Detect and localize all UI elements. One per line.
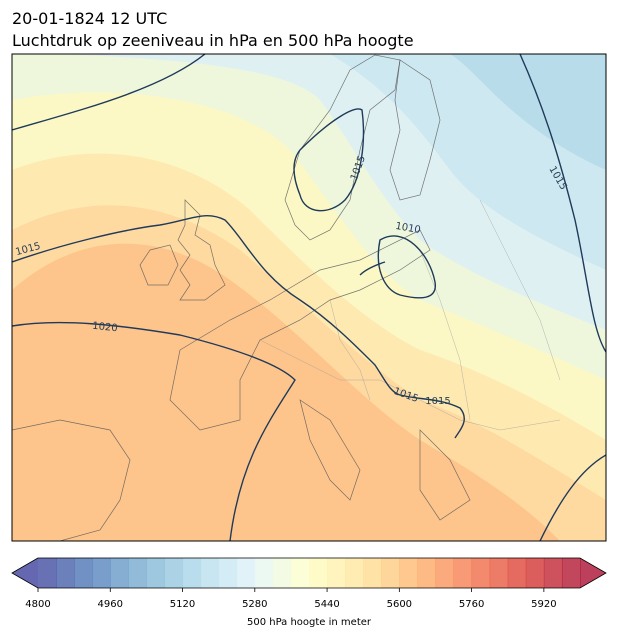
colorbar-band <box>56 558 75 588</box>
colorbar-tick-label: 5120 <box>170 599 195 610</box>
isobar <box>12 215 465 439</box>
isobar <box>539 454 606 541</box>
colorbar-tick-label: 5760 <box>459 599 484 610</box>
subtitle: Luchtdruk op zeeniveau in hPa en 500 hPa… <box>12 31 414 50</box>
colorbar-band <box>92 558 111 588</box>
coast-continent <box>169 229 431 431</box>
colorbar-tick-label: 5280 <box>242 599 267 610</box>
colorbar-band <box>417 558 436 588</box>
colorbar-band <box>309 558 328 588</box>
colorbar-band <box>254 558 274 588</box>
colorbar-band <box>327 558 346 588</box>
colorbar-band <box>381 558 400 588</box>
coastlines <box>12 54 471 541</box>
colorbar-band <box>290 558 310 588</box>
colorbar-band <box>543 558 563 588</box>
colorbar-tick-label: 5440 <box>314 599 339 610</box>
colorbar-tick-label: 4800 <box>25 599 50 610</box>
isobars <box>12 54 606 541</box>
colorbar-band <box>453 558 473 588</box>
isobar <box>12 321 296 541</box>
isobar-label: 1020 <box>92 321 118 335</box>
colorbar-band <box>525 558 545 588</box>
coast-scandinavia <box>284 54 401 241</box>
colorbar-band <box>200 558 220 588</box>
coast-ireland <box>139 244 179 286</box>
map: 1015 1015 1015 1010 1020 1015 1015 <box>12 54 606 541</box>
colorbar-band <box>128 558 147 588</box>
colorbar-band <box>182 558 202 588</box>
field-band <box>450 54 606 170</box>
colorbar-band <box>345 558 364 588</box>
isobar <box>377 235 436 299</box>
colorbar-extend-high <box>580 558 606 588</box>
colorbar-outline <box>11 557 607 589</box>
colorbar-band <box>561 558 581 588</box>
colorbar-band <box>471 558 491 588</box>
title: 20-01-1824 12 UTC <box>12 9 167 28</box>
colorbar-band <box>218 558 238 588</box>
colorbar-band <box>38 558 57 588</box>
colorbar-band <box>146 558 165 588</box>
coast-italy <box>299 399 361 501</box>
colorbar-band <box>363 558 382 588</box>
map-frame <box>11 53 607 542</box>
border <box>479 199 561 381</box>
colorbar-band <box>236 558 256 588</box>
colorbar-band <box>110 558 129 588</box>
colorbar: 4800 4960 5120 5280 5440 5600 5760 5920 <box>11 557 607 610</box>
isobar <box>12 54 206 131</box>
colorbar-band <box>507 558 527 588</box>
isobar <box>519 54 606 353</box>
colorbar-band <box>489 558 509 588</box>
coast-iberia <box>12 419 131 541</box>
colorbar-tick-label: 5600 <box>387 599 412 610</box>
borders <box>259 199 561 431</box>
colorbar-label: 500 hPa hoogte in meter <box>247 617 372 628</box>
coast-finland <box>389 59 441 201</box>
isobar <box>359 261 386 276</box>
colorbar-band <box>164 558 184 588</box>
border <box>329 299 371 401</box>
border <box>259 339 561 431</box>
coast-greece <box>419 429 471 521</box>
colorbar-tick-label: 4960 <box>98 599 123 610</box>
colorbar-band <box>399 558 418 588</box>
coast-britain <box>177 199 226 301</box>
colorbar-tick-label: 5920 <box>531 599 556 610</box>
colorbar-band <box>74 558 93 588</box>
isobar-label: 1015 <box>425 396 450 407</box>
isobar <box>293 108 365 212</box>
border <box>419 249 471 421</box>
colorbar-extend-low <box>12 558 38 588</box>
colorbar-band <box>435 558 455 588</box>
colorbar-band <box>272 558 292 588</box>
isobar-label: 1010 <box>394 221 421 236</box>
